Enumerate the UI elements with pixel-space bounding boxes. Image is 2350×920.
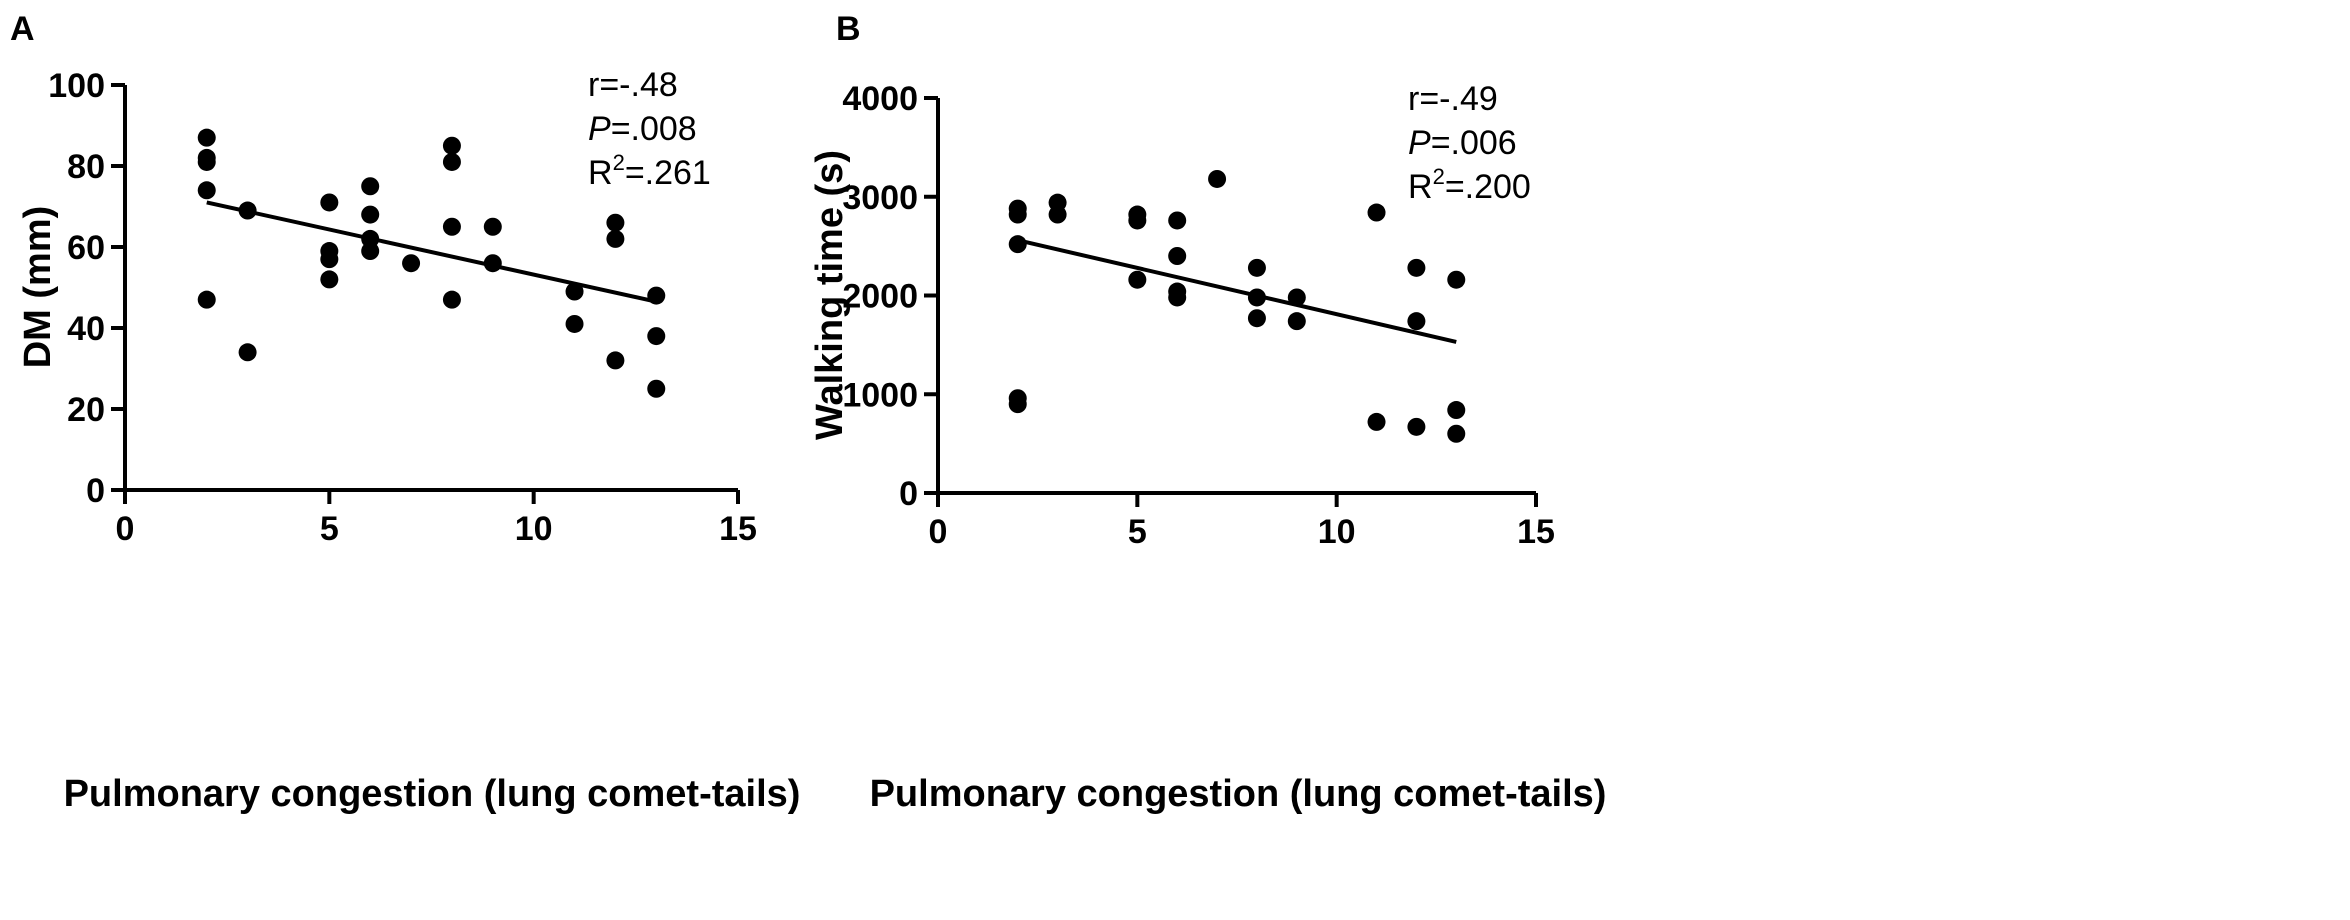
panel-b-y-tick-label: 3000 xyxy=(842,179,918,217)
panel-a-data-point xyxy=(197,290,216,309)
panel-b-data-point xyxy=(1008,395,1027,414)
panel-a-x-tick-label: 10 xyxy=(515,510,553,548)
panel-a-label: A xyxy=(10,10,35,48)
panel-a-y-tick-label: 40 xyxy=(67,310,105,348)
panel-a-data-point xyxy=(197,152,216,171)
panel-b-data-point xyxy=(1407,258,1426,277)
panel-b-data-point xyxy=(1407,417,1426,436)
panel-b-x-tick-label: 0 xyxy=(929,513,948,551)
panel-b-data-point xyxy=(1208,169,1227,188)
panel-b-data-point xyxy=(1008,235,1027,254)
panel-b-y-tick-label: 2000 xyxy=(842,278,918,316)
panel-b-plot-area: 0 1000 2000 3000 4000 0 5 10 15 xyxy=(842,80,1555,551)
panel-a-regression-line xyxy=(206,200,657,304)
panel-b-stat-r2-sup: 2 xyxy=(1433,164,1445,189)
panel-b-data-point xyxy=(1367,412,1386,431)
panel-b-y-axis-title: Walking time (s) xyxy=(809,150,851,440)
panel-a-data-point xyxy=(197,181,216,200)
panel-a-x-tick-label: 5 xyxy=(320,510,339,548)
panel-a-stat-p-letter: P xyxy=(588,110,611,148)
panel-a-stat-r: r=-.48 xyxy=(588,66,678,104)
panel-a-stat-r2-base: R xyxy=(588,154,613,192)
panel-a-data-point xyxy=(197,128,216,147)
panel-a-data-point xyxy=(606,213,625,232)
panel-b: B Pulmonary congestion (lung comet-tails… xyxy=(809,10,1606,815)
panel-a-data-point xyxy=(238,343,257,362)
panel-a-data-point xyxy=(606,351,625,370)
panel-b-stat-r2-base: R xyxy=(1408,168,1433,206)
panel-b-stat-p-value: =.006 xyxy=(1431,124,1517,162)
panel-a: A Pulmonary congestion (lung comet-tails… xyxy=(10,10,800,815)
panel-b-data-point xyxy=(1367,203,1386,222)
panel-a-data-point xyxy=(483,217,502,236)
panel-b-x-tick-label: 15 xyxy=(1517,513,1555,551)
panel-a-stat-r2: R2=.261 xyxy=(588,150,711,192)
panel-b-data-point xyxy=(1048,205,1067,224)
panel-a-y-axis-title: DM (mm) xyxy=(17,206,59,369)
panel-b-stat-p-letter: P xyxy=(1408,124,1431,162)
panel-b-data-point xyxy=(1247,309,1266,328)
panel-b-data-point xyxy=(1008,205,1027,224)
panel-b-y-tick-label: 4000 xyxy=(842,80,918,118)
panel-a-data-point xyxy=(442,217,461,236)
panel-b-regression-line xyxy=(1017,238,1457,344)
panel-b-data-point xyxy=(1128,270,1147,289)
panel-b-data-point xyxy=(1287,312,1306,331)
panel-b-data-point xyxy=(1247,288,1266,307)
panel-a-data-point xyxy=(320,270,339,289)
panel-b-stat-r: r=-.49 xyxy=(1408,80,1498,118)
panel-b-y-tick-label: 1000 xyxy=(842,376,918,414)
panel-a-data-point xyxy=(361,177,380,196)
panel-a-y-tick-label: 20 xyxy=(67,391,105,429)
panel-b-x-tick-label: 10 xyxy=(1318,513,1356,551)
panel-a-data-point xyxy=(320,250,339,269)
panel-b-data-point xyxy=(1447,424,1466,443)
panel-a-y-tick-label: 0 xyxy=(86,472,105,510)
panel-a-data-point xyxy=(402,254,421,273)
panel-a-data-point xyxy=(565,314,584,333)
panel-b-data-point xyxy=(1168,211,1187,230)
panel-a-data-point xyxy=(238,201,257,220)
panel-b-stat-r2-value: =.200 xyxy=(1445,168,1531,206)
panel-a-y-tick-label: 80 xyxy=(67,148,105,186)
panel-b-data-point xyxy=(1128,211,1147,230)
panel-b-data-point xyxy=(1447,401,1466,420)
panel-a-x-tick-label: 15 xyxy=(719,510,757,548)
panel-b-data-point xyxy=(1168,288,1187,307)
panel-a-data-point xyxy=(647,379,666,398)
panel-a-data-point xyxy=(320,193,339,212)
panel-b-data-point xyxy=(1287,288,1306,307)
panel-a-data-point xyxy=(565,282,584,301)
panel-b-data-point xyxy=(1168,247,1187,265)
panel-a-y-tick-label: 60 xyxy=(67,229,105,267)
panel-b-data-point xyxy=(1447,270,1466,289)
panel-b-x-tick-label: 5 xyxy=(1128,513,1147,551)
panel-a-stat-r2-sup: 2 xyxy=(613,150,625,175)
panel-a-stat-r2-value: =.261 xyxy=(625,154,711,192)
panel-a-stat-p: P=.008 xyxy=(588,110,697,148)
panel-a-data-point xyxy=(647,327,666,346)
panel-b-data-point xyxy=(1407,312,1426,331)
panel-a-data-point xyxy=(442,152,461,171)
panel-a-data-point xyxy=(606,229,625,248)
panel-a-data-point xyxy=(361,242,380,261)
panel-a-data-point xyxy=(442,136,461,155)
panel-a-data-point xyxy=(647,286,666,305)
panel-b-stat-p: P=.006 xyxy=(1408,124,1517,162)
panel-a-y-tick-label: 100 xyxy=(48,67,105,105)
panel-a-data-point xyxy=(361,205,380,224)
panel-b-y-tick-label: 0 xyxy=(899,475,918,513)
panel-b-x-axis-title: Pulmonary congestion (lung comet-tails) xyxy=(870,773,1607,815)
panel-a-plot-area: 0 20 40 60 80 100 0 5 10 15 xyxy=(48,67,757,548)
panel-a-x-axis-title: Pulmonary congestion (lung comet-tails) xyxy=(64,773,801,815)
panel-a-data-point xyxy=(442,290,461,309)
panel-b-data-point xyxy=(1247,258,1266,277)
panel-a-x-tick-label: 0 xyxy=(116,510,135,548)
panel-b-label: B xyxy=(836,10,861,48)
panel-a-data-point xyxy=(483,254,502,273)
panel-b-stat-r2: R2=.200 xyxy=(1408,164,1531,206)
panel-a-stat-p-value: =.008 xyxy=(611,110,697,148)
